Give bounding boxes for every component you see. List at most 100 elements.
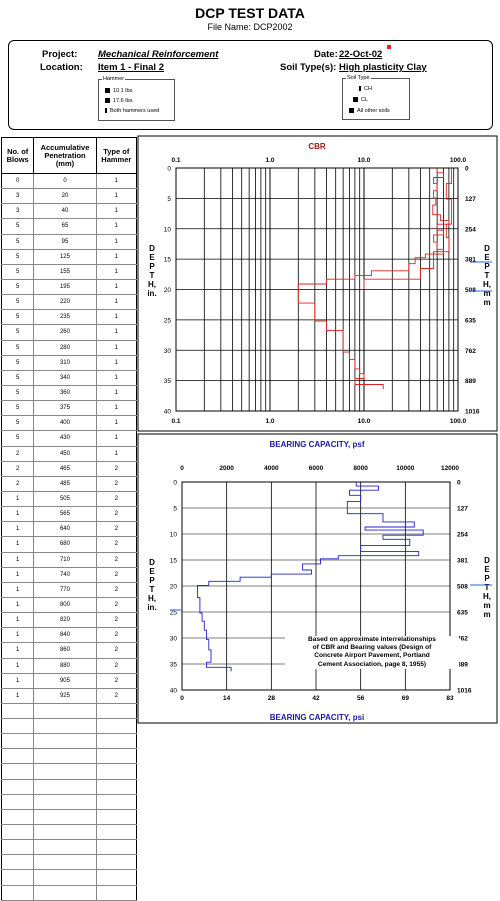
axis-label-char: m (483, 610, 491, 619)
cbr-y-tick: 10 (164, 226, 172, 233)
axis-label-char: E (149, 567, 155, 576)
row-hammer (95, 839, 138, 856)
row-blows (0, 748, 35, 765)
bearing-x-tick-top: 12000 (441, 465, 459, 472)
row-blows (0, 839, 35, 856)
soil-legend-item: CL (353, 97, 368, 103)
bearing-chart-title: BEARING CAPACITY, psf (270, 440, 365, 449)
row-blows (0, 808, 35, 826)
axis-label-char: H, (148, 594, 156, 603)
row-hammer (95, 778, 138, 795)
row-penetration (33, 733, 97, 750)
cbr-y-tick: 15 (164, 257, 172, 264)
table-row (0, 733, 138, 750)
table-row: 5 310 1 (0, 354, 138, 371)
row-hammer (95, 808, 138, 826)
bearing-chart-frame (137, 433, 498, 724)
bearing-x-tick-bottom: 83 (446, 695, 454, 702)
hammer-legend-title: Hammer (102, 76, 126, 82)
cbr-mm-tick: 889 (465, 378, 476, 385)
cbr-y-tick: 30 (164, 348, 172, 355)
col-header-penetration: Accumulative Penetration (mm) (33, 137, 97, 174)
row-blows (0, 824, 35, 841)
axis-label-char: in. (147, 603, 157, 612)
bearing-y-tick: 20 (170, 584, 178, 591)
soil-type-label: Soil Type(s): (280, 62, 337, 73)
table-row (0, 869, 138, 886)
table-row (0, 839, 138, 856)
row-blows (0, 733, 35, 750)
cbr-y-tick: 5 (167, 196, 171, 203)
soil-type-legend: Soil Type CH CL All other soils (342, 75, 410, 120)
row-penetration (33, 884, 97, 901)
row-hammer (95, 763, 138, 780)
bearing-x-tick-bottom: 56 (357, 695, 365, 702)
table-row (0, 824, 138, 841)
axis-label-char: D (484, 556, 490, 565)
bearing-x-tick-top: 2000 (219, 465, 234, 472)
axis-label-char: m (483, 289, 491, 298)
cbr-mm-tick: 635 (465, 317, 476, 324)
bearing-chart-xlabel: BEARING CAPACITY, psi (270, 713, 365, 722)
axis-label-char: H, (483, 280, 491, 289)
axis-label-char: D (149, 558, 155, 567)
file-name-value: DCP2002 (253, 22, 293, 32)
bearing-x-tick-bottom: 14 (223, 695, 231, 702)
row-hammer (95, 793, 138, 810)
table-row: 5 220 1 (0, 294, 138, 311)
cbr-chart-title: CBR (308, 142, 326, 151)
table-row: 5 195 1 (0, 278, 138, 296)
bearing-y-tick: 25 (170, 610, 178, 617)
axis-label-char: in. (147, 289, 157, 298)
table-row: 1 820 2 (0, 612, 138, 629)
bearing-y-tick: 15 (170, 558, 178, 565)
cbr-x-tick-top: 0.1 (171, 157, 180, 164)
bearing-mm-tick: 0 (457, 480, 461, 487)
bearing-y-tick: 5 (173, 506, 177, 513)
table-row: 5 95 1 (0, 233, 138, 250)
cbr-mm-tick: 254 (465, 226, 476, 233)
cbr-mm-tick: 381 (465, 257, 476, 264)
row-hammer (95, 748, 138, 765)
table-row: 1 565 2 (0, 506, 138, 523)
project-value: Mechanical Reinforcement (98, 49, 219, 60)
bearing-y-tick: 30 (170, 636, 178, 643)
axis-label-char: E (484, 565, 490, 574)
bearing-x-tick-top: 10000 (396, 465, 414, 472)
table-row: 5 155 1 (0, 263, 138, 280)
soil-legend-item: CH (359, 86, 372, 92)
cbr-x-tick-bottom: 0.1 (171, 418, 180, 425)
bearing-y-tick: 0 (173, 480, 177, 487)
table-row: 5 260 1 (0, 324, 138, 341)
table-row: 2 465 2 (0, 460, 138, 477)
cbr-mm-tick: 1016 (465, 409, 480, 416)
table-row (0, 884, 138, 901)
cbr-x-tick-top: 1.0 (265, 157, 274, 164)
chart-note: Based on approximate interrelationships o… (285, 636, 459, 669)
bearing-x-tick-bottom: 42 (312, 695, 320, 702)
soil-type-value: High plasticity Clay (339, 62, 427, 73)
row-penetration (33, 869, 97, 886)
row-hammer (95, 824, 138, 841)
bearing-mm-tick: 381 (457, 558, 468, 565)
cbr-series-line (297, 168, 450, 390)
project-info-box (8, 40, 493, 130)
bearing-mm-tick: 508 (457, 584, 468, 591)
row-hammer: 1 (95, 339, 138, 356)
axis-label-char: D (149, 244, 155, 253)
row-hammer (95, 733, 138, 750)
row-hammer (95, 869, 138, 886)
bearing-mm-tick: 889 (457, 662, 468, 669)
col-header-hammer: Type of Hammer (95, 137, 138, 174)
cbr-series-line (363, 168, 452, 290)
page-title: DCP TEST DATA (195, 5, 305, 21)
table-row: 1 925 2 (0, 687, 138, 704)
col-header-blows: No. of Blows (0, 137, 35, 174)
axis-label-char: T (149, 585, 155, 594)
cbr-y-tick: 40 (164, 409, 172, 416)
row-penetration (33, 778, 97, 795)
cbr-x-tick-top: 100.0 (450, 157, 467, 164)
table-row: 5 235 1 (0, 309, 138, 326)
axis-label-char: T (149, 271, 155, 280)
